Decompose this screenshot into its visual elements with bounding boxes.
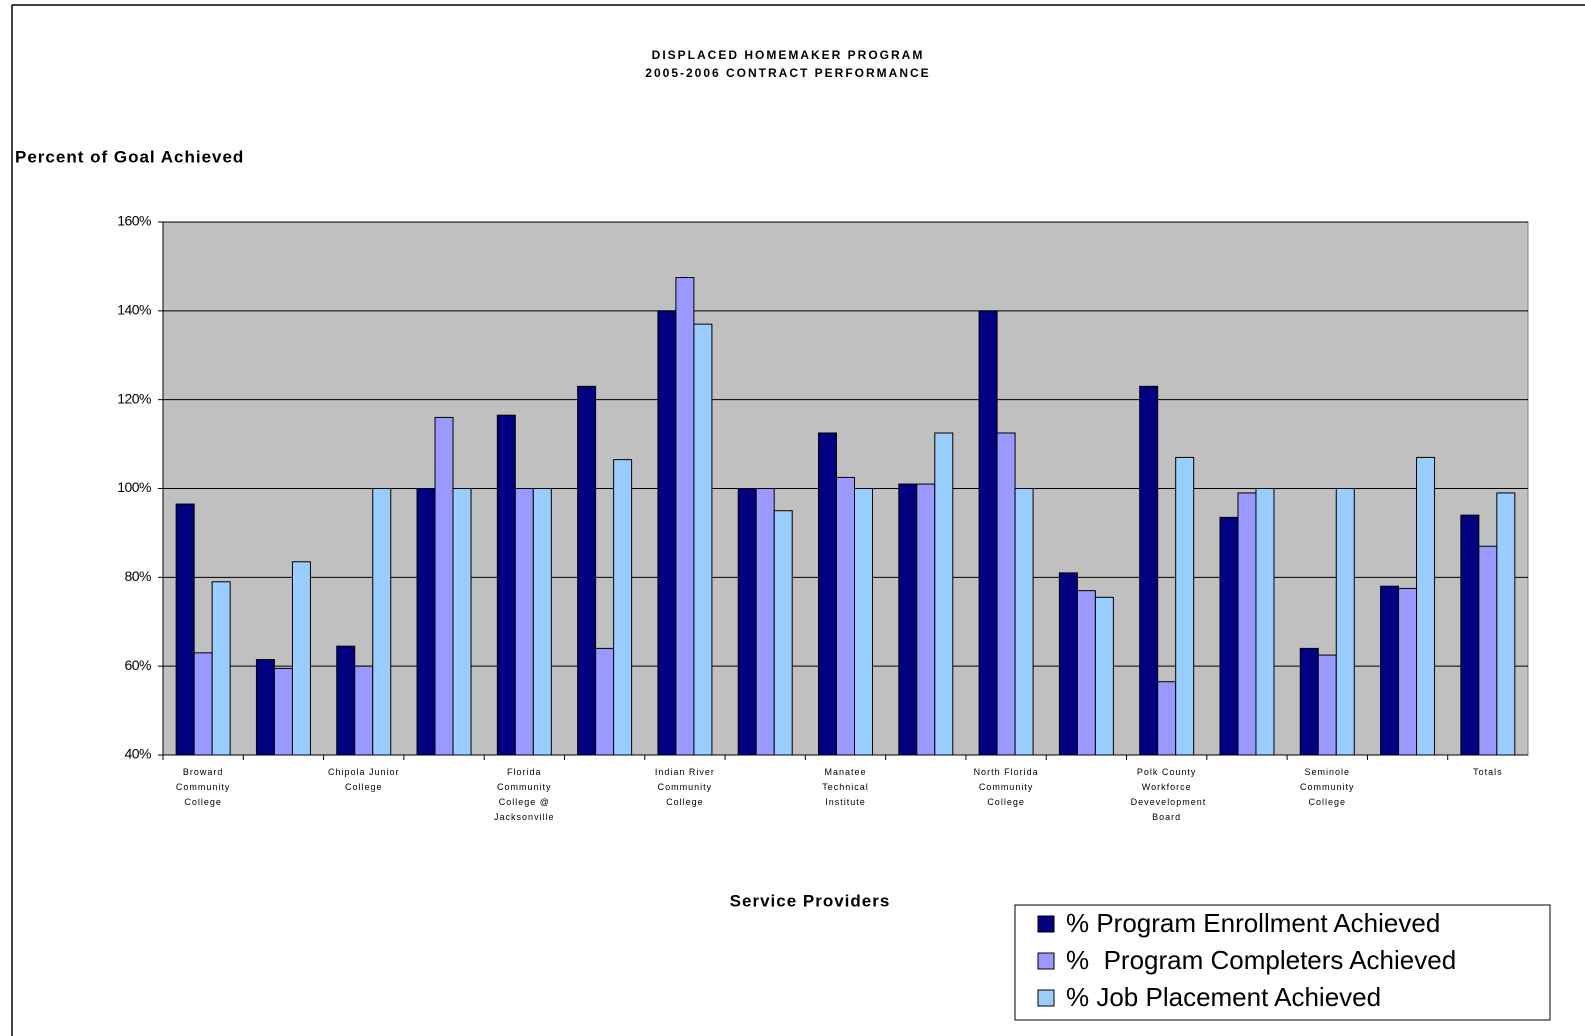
bar	[434, 416, 454, 756]
bar	[532, 488, 552, 756]
bar	[773, 510, 793, 756]
bar	[1380, 585, 1400, 756]
x-tick-label: Florida Community College @ Jacksonville	[494, 767, 555, 822]
bar	[898, 483, 918, 756]
bar	[354, 665, 374, 756]
bar	[1460, 514, 1480, 756]
bar	[1478, 545, 1498, 756]
bar	[211, 581, 231, 756]
x-tick-label: North Florida Community College	[973, 767, 1039, 807]
bar	[854, 488, 873, 756]
y-tick-label: 100%	[117, 479, 151, 495]
x-tick-label: Broward Community College	[175, 767, 231, 807]
y-tick-label: 160%	[117, 213, 151, 229]
bar	[273, 667, 293, 756]
bar	[514, 488, 534, 756]
bar	[336, 645, 356, 756]
bar	[693, 323, 713, 756]
x-axis-label: Service Providers	[730, 891, 891, 910]
legend-label: % Job Placement Achieved	[1066, 982, 1381, 1012]
bar	[1219, 516, 1239, 756]
legend-swatch	[1037, 952, 1055, 970]
x-tick-label: Seminole Community College	[1299, 767, 1355, 807]
legend-label: % Program Completers Achieved	[1066, 945, 1456, 975]
bar	[657, 310, 677, 756]
bar	[1076, 590, 1096, 756]
bar	[1317, 654, 1337, 756]
bar	[595, 647, 615, 756]
legend-swatch	[1037, 989, 1055, 1007]
bar	[452, 488, 472, 756]
bar	[255, 659, 275, 756]
chart-subtitle: 2005-2006 CONTRACT PERFORMANCE	[645, 66, 930, 80]
y-tick-label: 60%	[124, 657, 151, 673]
bar	[613, 459, 633, 756]
bar	[372, 488, 392, 756]
x-tick-label: Totals	[1473, 767, 1503, 777]
x-tick-label: Chipola Junior College	[327, 767, 400, 792]
bar	[1014, 488, 1034, 756]
bar	[978, 310, 998, 756]
bar	[193, 652, 213, 756]
bar	[577, 385, 597, 756]
bar	[836, 476, 855, 756]
bar	[1255, 488, 1275, 756]
bar	[818, 432, 837, 756]
bar	[1299, 647, 1319, 756]
y-tick-label: 80%	[124, 568, 151, 584]
bar	[737, 488, 757, 756]
y-tick-label: 40%	[124, 746, 151, 762]
bar	[175, 503, 195, 756]
bar	[934, 432, 954, 756]
x-tick-label: Manatee Technical Institute	[822, 767, 869, 807]
bar	[916, 483, 936, 756]
y-axis-label: Percent of Goal Achieved	[15, 147, 244, 166]
bar	[1496, 492, 1516, 756]
bar	[1175, 456, 1195, 756]
legend-swatch	[1037, 915, 1055, 933]
y-tick-label: 140%	[117, 302, 151, 318]
bar	[1335, 488, 1355, 756]
bar	[1139, 385, 1159, 756]
bar	[1094, 596, 1114, 756]
bar	[496, 414, 516, 756]
y-tick-label: 120%	[117, 390, 151, 406]
bar	[755, 488, 775, 756]
x-tick-label: Polk County Workforce Devevelopment Boar…	[1130, 767, 1207, 822]
bar	[1416, 456, 1436, 756]
x-tick-label: Indian River Community College	[654, 767, 715, 807]
bar	[675, 277, 695, 756]
chart-title: DISPLACED HOMEMAKER PROGRAM	[652, 48, 925, 62]
bar	[1058, 572, 1078, 756]
legend-label: % Program Enrollment Achieved	[1066, 908, 1440, 938]
bar	[416, 488, 436, 756]
bar	[1157, 681, 1177, 756]
bar	[291, 561, 311, 756]
legend-box	[1014, 904, 1551, 1021]
bar	[996, 432, 1016, 756]
bar	[1398, 587, 1418, 756]
bar	[1237, 492, 1257, 756]
